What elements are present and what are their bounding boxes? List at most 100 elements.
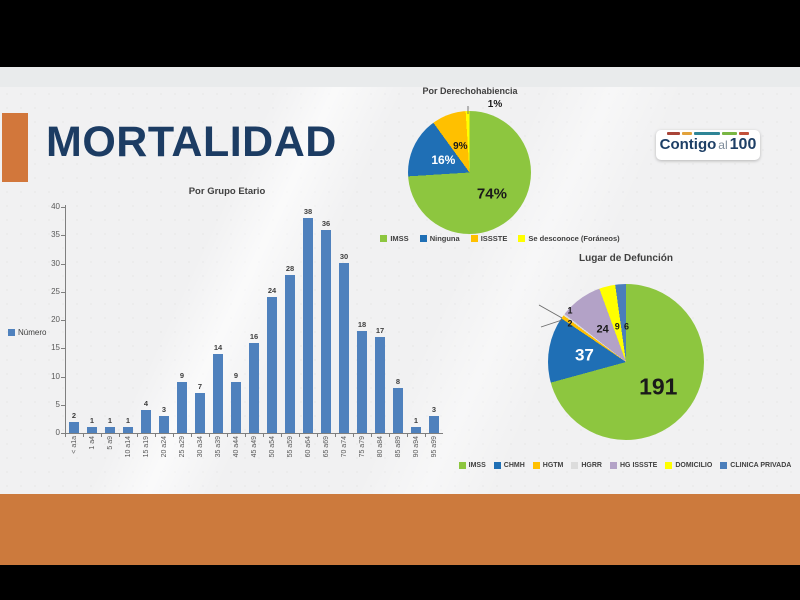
bar-value-label: 36 (321, 218, 331, 228)
bar-value-label: 28 (285, 263, 295, 273)
bar-value-label: 17 (375, 325, 385, 335)
x-axis-label-text: 55 a59 (286, 436, 294, 458)
bar-value-label: 4 (143, 398, 149, 408)
legend-swatch (665, 462, 673, 469)
legend-item: HGRR (571, 462, 602, 469)
bar-value-label: 9 (233, 370, 239, 380)
bar-value-label: 30 (339, 251, 349, 261)
legend-swatch (493, 462, 501, 469)
bar-chart-legend: Número (8, 328, 46, 337)
logo-text-contigo: Contigo (659, 136, 717, 153)
bar-chart-title: Por Grupo Etario (188, 186, 266, 197)
bar-value-label: 1 (107, 415, 113, 425)
x-axis-tick-mark (227, 434, 228, 437)
bar-cell: 1 (101, 207, 119, 433)
x-axis-tick-mark (245, 434, 246, 437)
legend-label: CLINICA PRIVADA (730, 462, 792, 469)
legend-swatch (532, 462, 540, 469)
bar (303, 218, 313, 433)
x-axis-label: 70 a74 (335, 436, 353, 457)
legend-item: CHMH (493, 462, 525, 469)
bar-value-label: 24 (267, 285, 277, 295)
x-axis-label-text: 25 a29 (178, 436, 186, 458)
x-axis-tick-mark (155, 434, 156, 437)
x-axis-label-text: 10 a14 (124, 436, 132, 458)
pie-lugar-defuncion (548, 284, 704, 440)
slide-title: MORTALIDAD (46, 118, 337, 166)
legend-label: HGRR (581, 462, 602, 469)
legend-swatch (720, 462, 728, 469)
bar (195, 393, 205, 433)
legend-swatch (8, 329, 15, 336)
x-axis-label-text: 90 a94 (412, 436, 420, 458)
x-axis-label-text: 70 a74 (340, 436, 348, 458)
bar-cell: 17 (371, 207, 389, 433)
y-axis-line (65, 205, 66, 433)
x-axis-label: 10 a14 (119, 436, 137, 457)
bar-value-label: 14 (213, 342, 223, 352)
bar-cell: 14 (209, 207, 227, 433)
x-axis-label-text: 80 a84 (376, 436, 384, 458)
bar-value-label: 16 (249, 331, 259, 341)
x-axis-label-text: 30 a34 (196, 436, 204, 458)
legend-label: HG ISSSTE (620, 462, 658, 469)
y-axis-tick-label: 40 (51, 202, 60, 211)
x-axis-tick-mark (137, 434, 138, 437)
x-axis-line (65, 433, 443, 434)
x-axis-label: 90 a94 (407, 436, 425, 457)
accent-bar (2, 113, 28, 182)
legend-label: Se desconoce (Foráneos) (528, 234, 620, 243)
bar (267, 297, 277, 433)
y-axis-tick-label: 35 (51, 230, 60, 240)
bar (339, 263, 349, 433)
x-axis-label-text: 40 a44 (232, 436, 240, 458)
x-axis-tick-mark (65, 434, 66, 437)
legend-item: HGTM (532, 462, 563, 469)
x-axis-label-text: 35 a39 (214, 436, 222, 458)
pie2-title: Lugar de Defunción (579, 253, 673, 264)
bar (177, 382, 187, 433)
footer-band: FUENTE. Plataforma SINAVE COVID -19, SEE… (0, 494, 800, 565)
bar-cell: 8 (389, 207, 407, 433)
x-axis-label-text: 5 a9 (106, 436, 114, 450)
bar-value-label: 7 (197, 381, 203, 391)
logo-dash (722, 132, 737, 135)
bar-cell: 24 (263, 207, 281, 433)
x-axis-label: 95 a99 (425, 436, 443, 457)
bar-cell: 30 (335, 207, 353, 433)
x-axis-label: 1 a4 (83, 436, 101, 450)
x-axis-tick-mark (101, 434, 102, 437)
window-chrome-bar (0, 67, 800, 87)
bar-cell: 9 (227, 207, 245, 433)
x-axis-tick-mark (389, 434, 390, 437)
legend-item: Ninguna (419, 234, 460, 243)
legend-item: ISSSTE (470, 234, 507, 243)
legend-label: DOMICILIO (675, 462, 713, 469)
x-axis-tick-mark (317, 434, 318, 437)
bar (213, 354, 223, 433)
logo-text-100: 100 (729, 136, 757, 153)
bar-cell: 1 (407, 207, 425, 433)
legend-label: Ninguna (429, 234, 460, 243)
legend-swatch (518, 235, 526, 242)
bar (375, 337, 385, 433)
x-axis-label: 50 a54 (263, 436, 281, 457)
y-axis-tick-label: 20 (51, 315, 60, 324)
x-axis-label-text: 15 a19 (142, 436, 150, 458)
legend-item: HG ISSSTE (610, 462, 657, 469)
bar-cell: 1 (119, 207, 137, 433)
bar (159, 416, 169, 433)
x-axis-tick-mark (83, 434, 84, 437)
bar (141, 410, 151, 433)
x-axis-labels: < a1a 1 a4 5 a9 10 a14 15 a19 20 a24 25 a29 30 … (65, 436, 443, 457)
x-axis-label-text: 1 a4 (88, 436, 96, 450)
bar-value-label: 3 (431, 404, 437, 414)
pie1-legend: IMSS Ninguna ISSSTE Se desconoce (Foráneos) (340, 234, 660, 243)
x-axis-label-text: < a1a (70, 436, 78, 454)
bar (231, 382, 241, 433)
pie-derechohabiencia (408, 111, 531, 234)
bar-cell: 9 (173, 207, 191, 433)
legend-item: DOMICILIO (665, 462, 712, 469)
bar-cell: 3 (425, 207, 443, 433)
